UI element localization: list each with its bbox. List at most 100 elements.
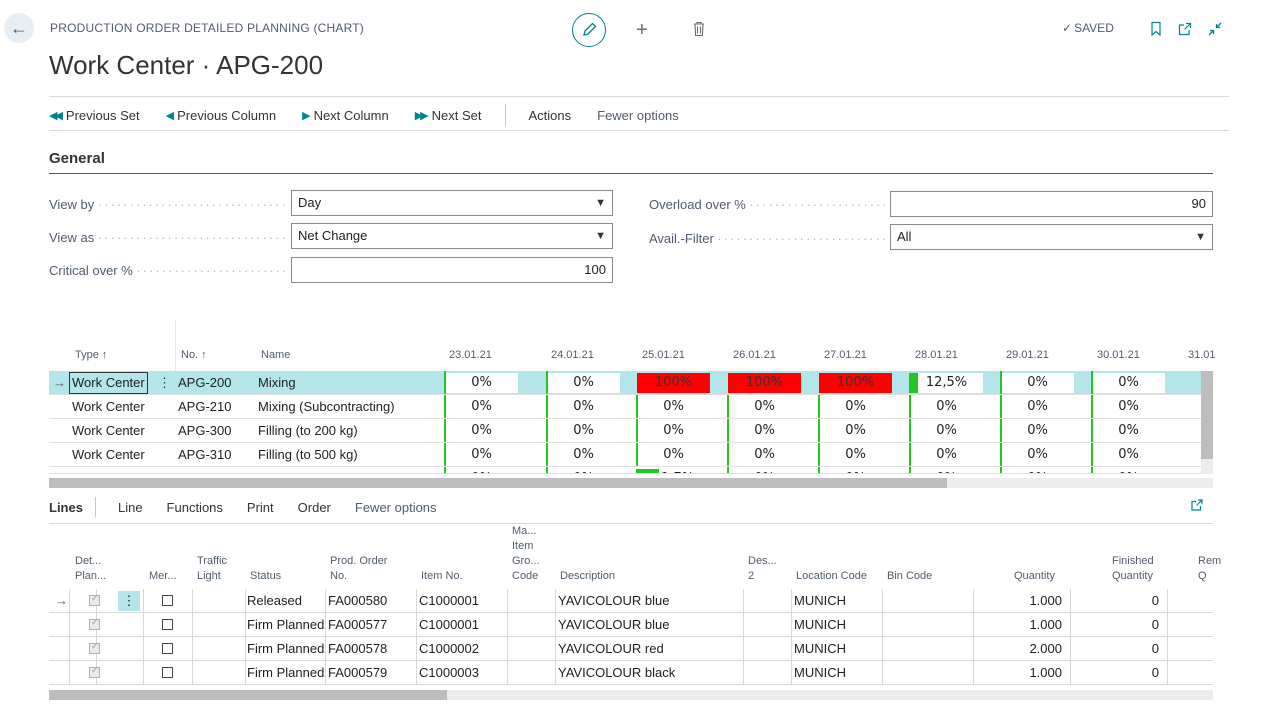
collapse-button[interactable]	[1207, 21, 1223, 40]
lines-header-description[interactable]: Description	[560, 570, 616, 582]
action-bar-divider	[49, 130, 1229, 131]
back-button[interactable]: ←	[4, 13, 34, 43]
lines-header-prod-order-no[interactable]: Prod. Order No.	[330, 555, 388, 582]
capacity-value: 0%	[910, 421, 983, 441]
capacity-bar	[1000, 443, 1002, 466]
matrix-type-cell[interactable]: Work Center	[72, 467, 145, 473]
matrix-type-cell[interactable]: Work Center	[72, 447, 145, 462]
matrix-vertical-scrollbar[interactable]	[1201, 371, 1213, 474]
cell-divider	[791, 637, 792, 661]
new-button[interactable]: +	[636, 20, 648, 40]
row-menu-icon[interactable]: ⋮	[118, 591, 140, 611]
capacity-value: 0%	[1092, 469, 1165, 473]
arrow-right-small-icon: ▶	[302, 109, 311, 122]
lines-horizontal-scrollbar[interactable]	[49, 690, 1213, 700]
critical-over-input[interactable]: 100	[291, 257, 613, 283]
lines-menu-functions[interactable]: Functions	[166, 499, 223, 515]
lines-header-det-plan[interactable]: Det... Plan...	[75, 555, 107, 582]
matrix-type-cell[interactable]: Work Center	[72, 399, 145, 414]
table-row[interactable]: → ⋮ Released FA000580 C1000001 YAVICOLOUR blu…	[49, 589, 1213, 613]
matrix-row[interactable]: Work Center APG-310 Filling (to 500 kg) 0% 0…	[49, 443, 1213, 467]
mer-checkbox[interactable]	[162, 643, 173, 654]
mer-checkbox[interactable]	[162, 619, 173, 630]
cell-divider	[555, 613, 556, 637]
next-set-button[interactable]: ▶▶ Next Set	[415, 108, 482, 123]
lines-menu-order[interactable]: Order	[297, 499, 331, 515]
capacity-bar	[1000, 467, 1002, 473]
cell-divider	[507, 589, 508, 613]
matrix-type-cell[interactable]: Work Center	[69, 372, 148, 394]
capacity-bar	[727, 395, 729, 418]
view-by-select[interactable]: Day ▼	[291, 190, 613, 216]
lines-header-item-no[interactable]: Item No.	[421, 570, 463, 582]
capacity-bar	[818, 419, 820, 442]
delete-button[interactable]	[692, 21, 706, 40]
matrix-header-no[interactable]: No. ↑	[181, 349, 207, 361]
lines-title: Lines	[49, 499, 83, 515]
view-as-select[interactable]: Net Change ▼	[291, 223, 613, 249]
scrollbar-thumb[interactable]	[49, 478, 947, 488]
matrix-name-cell: Mixing (Subcontracting)	[258, 399, 395, 414]
header-divider	[49, 96, 1229, 97]
lines-header-mer[interactable]: Mer...	[149, 570, 177, 582]
matrix-date-header: 27.01.21	[824, 349, 867, 361]
row-menu-icon[interactable]: ⋮	[158, 375, 171, 390]
mer-checkbox[interactable]	[162, 595, 173, 606]
cell-divider	[973, 637, 974, 661]
cell-divider	[791, 661, 792, 685]
actions-menu[interactable]: Actions	[528, 108, 571, 123]
lines-header-bin[interactable]: Bin Code	[887, 570, 933, 582]
matrix-row[interactable]: Work Center APG-210 Mixing (Subcontracting…	[49, 395, 1213, 419]
scrollbar-thumb[interactable]	[49, 690, 447, 700]
capacity-value: 0%	[1092, 445, 1165, 465]
matrix-row[interactable]: → ⋮ Work Center APG-200 Mixing 0% 0% 100% 100% 10…	[49, 371, 1213, 395]
matrix-date-header: 30.01.21	[1097, 349, 1140, 361]
matrix-header-type[interactable]: Type ↑	[75, 349, 108, 361]
avail-filter-select[interactable]: All ▼	[890, 224, 1213, 250]
capacity-bar	[1000, 419, 1002, 442]
lines-menu-line[interactable]: Line	[117, 499, 143, 515]
capacity-bar	[1091, 371, 1093, 394]
cell-divider	[69, 589, 70, 613]
previous-set-button[interactable]: ◀◀ Previous Set	[49, 108, 140, 123]
capacity-value: 0%	[910, 397, 983, 417]
actions-label: Actions	[528, 107, 572, 123]
matrix-header-name[interactable]: Name	[261, 349, 291, 361]
lines-header-status[interactable]: Status	[250, 570, 282, 582]
next-column-button[interactable]: ▶ Next Column	[302, 108, 389, 123]
lines-header-location[interactable]: Location Code	[796, 570, 867, 582]
lines-header-remaining[interactable]: Rem Q	[1198, 555, 1222, 582]
previous-column-button[interactable]: ◀ Previous Column	[166, 108, 276, 123]
fewer-options-button[interactable]: Fewer options	[597, 108, 679, 123]
location-cell: MUNICH	[794, 641, 846, 656]
bookmark-button[interactable]	[1150, 21, 1162, 40]
matrix-type-cell[interactable]: Work Center	[72, 423, 145, 438]
scrollbar-thumb[interactable]	[1201, 371, 1213, 459]
overload-over-input[interactable]: 90	[890, 191, 1213, 217]
matrix-row[interactable]: Work Center APG-300 Filling (to 200 kg) 0% 0…	[49, 419, 1213, 443]
lines-header-finished-qty[interactable]: Finished Quantity	[1112, 555, 1154, 582]
mer-checkbox[interactable]	[162, 667, 173, 678]
edit-button[interactable]	[572, 13, 606, 47]
lines-fewer-options-button[interactable]: Fewer options	[354, 499, 437, 515]
lines-header-quantity[interactable]: Quantity	[1014, 570, 1055, 582]
view-by-label-text: View by	[49, 197, 95, 212]
open-new-window-button[interactable]	[1177, 21, 1193, 40]
lines-menu-print[interactable]: Print	[246, 499, 274, 515]
capacity-value: 0%	[445, 445, 518, 465]
lines-header-item-group[interactable]: Ma... Item Gro... Code	[512, 525, 540, 582]
capacity-value: 0%	[445, 421, 518, 441]
capacity-bar	[909, 373, 918, 393]
matrix-horizontal-scrollbar[interactable]	[49, 478, 1213, 488]
capacity-value: 0%	[637, 397, 710, 417]
lines-header-traffic-light[interactable]: Traffic Light	[197, 555, 227, 582]
cell-divider	[245, 661, 246, 685]
description-cell: YAVICOLOUR red	[558, 641, 664, 656]
lines-expand-button[interactable]	[1190, 498, 1204, 515]
capacity-bar	[546, 371, 548, 394]
matrix-row[interactable]: Work Center APG-320 Filling (to 1000 kg) 0%…	[49, 467, 1213, 474]
lines-header-description2[interactable]: Des... 2	[748, 555, 777, 582]
